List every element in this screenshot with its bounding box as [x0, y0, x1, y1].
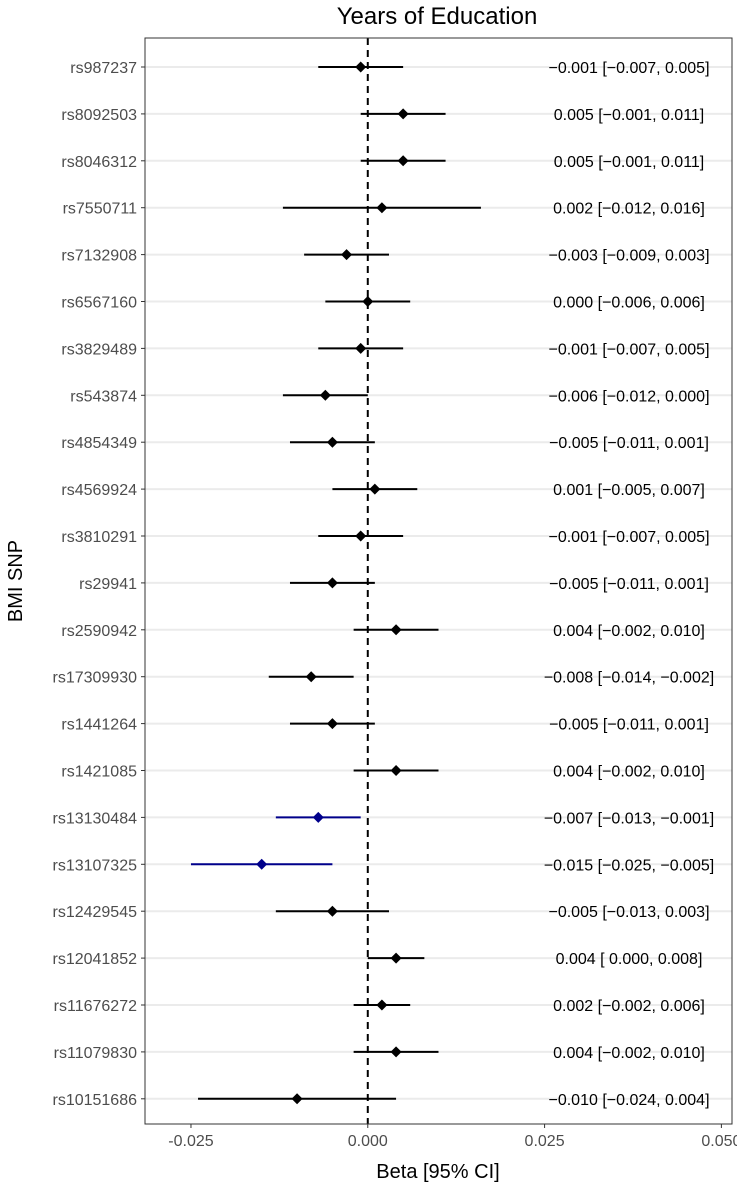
point-estimate [369, 483, 381, 495]
point-estimate [326, 577, 338, 589]
point-estimate [341, 249, 353, 261]
y-tick-label: rs13107325 [52, 857, 137, 874]
y-tick-label: rs29941 [79, 576, 137, 593]
estimate-label: 0.004 [−0.002, 0.010] [553, 1045, 705, 1062]
estimate-label: 0.004 [−0.002, 0.010] [553, 623, 705, 640]
y-tick-label: rs10151686 [52, 1092, 137, 1109]
y-tick-label: rs543874 [70, 388, 137, 405]
estimate-label: −0.005 [−0.013, 0.003] [548, 904, 709, 921]
estimate-label: 0.002 [−0.012, 0.016] [553, 201, 705, 218]
point-estimate [256, 858, 268, 870]
y-tick-label: rs4569924 [61, 482, 137, 499]
estimate-label: −0.015 [−0.025, −0.005] [544, 857, 714, 874]
point-estimate [326, 436, 338, 448]
y-tick-label: rs1441264 [61, 717, 137, 734]
estimate-label: 0.005 [−0.001, 0.011] [554, 107, 705, 124]
point-estimate [355, 342, 367, 354]
y-tick-label: rs987237 [70, 60, 137, 77]
y-tick-label: rs12429545 [52, 904, 137, 921]
estimate-label: 0.001 [−0.005, 0.007] [553, 482, 705, 499]
point-estimate [397, 108, 409, 120]
estimate-label: −0.007 [−0.013, −0.001] [544, 810, 714, 827]
y-tick-label: rs11079830 [54, 1045, 137, 1062]
estimate-label: 0.002 [−0.002, 0.006] [553, 998, 705, 1015]
point-estimate [390, 624, 402, 636]
estimate-label: 0.000 [−0.006, 0.006] [553, 295, 705, 312]
point-estimate [326, 905, 338, 917]
point-estimate [355, 61, 367, 73]
x-tick-label: -0.025 [168, 1133, 213, 1150]
y-tick-label: rs8046312 [61, 154, 137, 171]
x-tick-label: 0.050 [701, 1133, 737, 1150]
estimate-label: −0.005 [−0.011, 0.001] [549, 576, 709, 593]
y-tick-label: rs3810291 [61, 529, 137, 546]
estimate-label: −0.008 [−0.014, −0.002] [544, 670, 714, 687]
point-estimate [376, 999, 388, 1011]
point-estimate [326, 718, 338, 730]
estimate-label: −0.003 [−0.009, 0.003] [548, 248, 709, 265]
point-estimate [291, 1093, 303, 1105]
y-tick-label: rs4854349 [61, 435, 137, 452]
point-estimate [390, 1046, 402, 1058]
estimate-label: 0.004 [ 0.000, 0.008] [556, 951, 703, 968]
x-tick-label: 0.025 [525, 1133, 565, 1150]
estimate-label: −0.005 [−0.011, 0.001] [549, 435, 709, 452]
point-estimate [312, 811, 324, 823]
estimate-label: −0.005 [−0.011, 0.001] [549, 717, 709, 734]
point-estimate [305, 671, 317, 683]
estimate-label: −0.010 [−0.024, 0.004] [548, 1092, 709, 1109]
y-tick-label: rs17309930 [52, 670, 137, 687]
x-axis: -0.025 0.000 0.025 0.050 [168, 1124, 737, 1150]
x-tick-label: 0.000 [348, 1133, 388, 1150]
annotation-labels: −0.001 [−0.007, 0.005] 0.005 [−0.001, 0.0… [544, 60, 714, 1109]
point-estimate [397, 155, 409, 167]
point-estimate [355, 530, 367, 542]
estimate-label: −0.001 [−0.007, 0.005] [548, 341, 709, 358]
y-axis: rs987237 rs8092503 rs8046312 rs7550711 rs713… [52, 60, 145, 1109]
y-tick-label: rs1421085 [61, 764, 137, 781]
chart-title: Years of Education [337, 3, 538, 30]
y-tick-label: rs6567160 [61, 295, 137, 312]
y-tick-label: rs7132908 [61, 248, 137, 265]
data-marks [190, 61, 481, 1105]
point-estimate [390, 952, 402, 964]
y-tick-label: rs7550711 [63, 201, 138, 218]
x-axis-title: Beta [95% CI] [376, 1161, 499, 1183]
point-estimate [319, 389, 331, 401]
y-tick-label: rs13130484 [52, 810, 137, 827]
estimate-label: 0.005 [−0.001, 0.011] [554, 154, 705, 171]
plot-panel-border [144, 37, 733, 1125]
y-tick-label: rs11676272 [54, 998, 137, 1015]
y-tick-label: rs2590942 [61, 623, 137, 640]
y-tick-label: rs3829489 [61, 341, 137, 358]
estimate-label: 0.004 [−0.002, 0.010] [553, 764, 705, 781]
point-estimate [390, 765, 402, 776]
point-estimate [362, 296, 374, 307]
y-axis-title: BMI SNP [5, 540, 27, 622]
estimate-label: −0.001 [−0.007, 0.005] [548, 60, 709, 77]
point-estimate [376, 202, 388, 214]
y-tick-label: rs12041852 [52, 951, 137, 968]
estimate-label: −0.006 [−0.012, 0.000] [548, 388, 709, 405]
y-tick-label: rs8092503 [61, 107, 137, 124]
estimate-label: −0.001 [−0.007, 0.005] [548, 529, 709, 546]
